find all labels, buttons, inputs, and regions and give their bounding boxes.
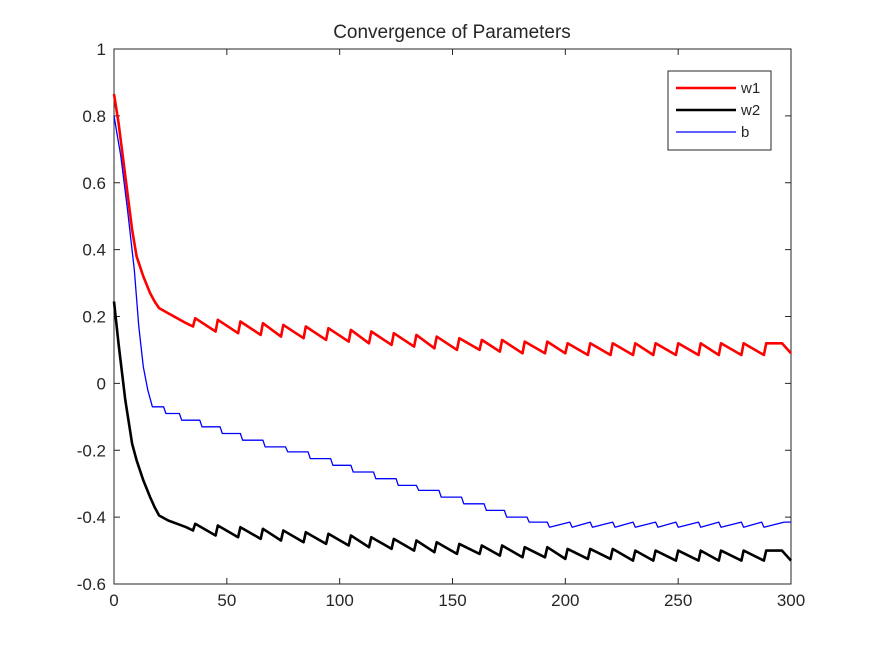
series-lines (112, 93, 792, 562)
x-tick-label: 100 (325, 591, 353, 610)
x-tick-label: 250 (664, 591, 692, 610)
x-tick-label: 0 (109, 591, 118, 610)
y-tick-label: 0.2 (82, 308, 106, 327)
y-tick-label: -0.6 (77, 575, 106, 594)
y-tick-label: 0 (97, 374, 106, 393)
x-tick-label: 150 (438, 591, 466, 610)
series-line-w1 (112, 93, 792, 357)
y-tick-label: 0.6 (82, 174, 106, 193)
x-tick-label: 200 (551, 591, 579, 610)
chart-title: Convergence of Parameters (333, 22, 571, 43)
legend-label-w1: w1 (740, 80, 760, 97)
series-line-w2 (112, 301, 792, 562)
y-tick-label: 1 (97, 40, 106, 59)
x-tick-label: 300 (777, 591, 805, 610)
legend: w1 w2 b (667, 70, 772, 151)
legend-label-b: b (741, 124, 749, 141)
y-tick-label: 0.4 (82, 241, 106, 260)
y-tick-label: -0.2 (77, 441, 106, 460)
series-line-b (113, 115, 791, 528)
x-tick-label: 50 (217, 591, 236, 610)
legend-label-w2: w2 (740, 102, 760, 119)
axis-ticks: 0 50 100 150 200 250 300 -0.6 -0.4 -0.2 0 0.2 0.4 0.6… (77, 40, 805, 610)
y-tick-label: 0.8 (82, 107, 106, 126)
y-tick-label: -0.4 (77, 508, 106, 527)
